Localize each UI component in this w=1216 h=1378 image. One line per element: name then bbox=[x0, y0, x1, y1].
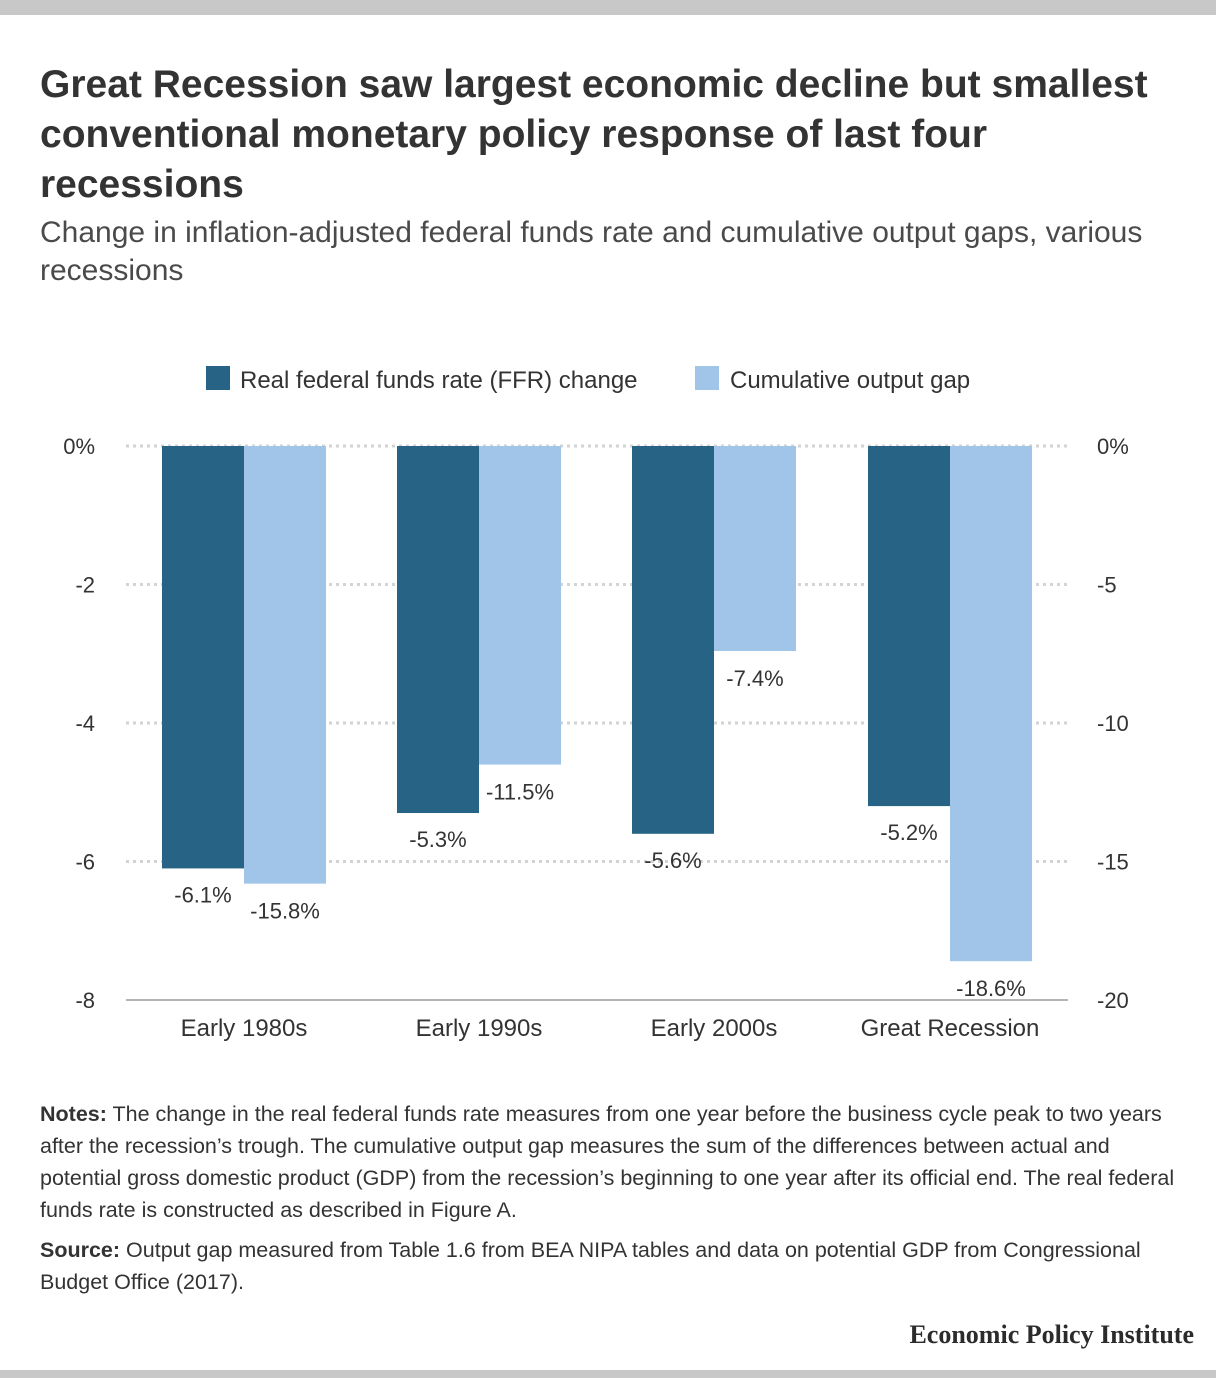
bar-ffr bbox=[397, 446, 479, 814]
category-label: Early 2000s bbox=[651, 1015, 778, 1042]
data-label-ffr: -6.1% bbox=[174, 882, 231, 907]
bar-ffr bbox=[868, 446, 950, 807]
source-text: Output gap measured from Table 1.6 from … bbox=[40, 1238, 1141, 1294]
category-label: Great Recession bbox=[861, 1015, 1040, 1042]
bar-output-gap bbox=[950, 446, 1032, 962]
legend-label-gap: Cumulative output gap bbox=[730, 367, 970, 394]
data-label-output-gap: -11.5% bbox=[486, 780, 554, 805]
left-tick-label: -4 bbox=[75, 711, 95, 736]
right-tick-label: -15 bbox=[1097, 850, 1129, 875]
data-label-output-gap: -7.4% bbox=[726, 666, 783, 691]
bars bbox=[162, 446, 1032, 962]
category-label: Early 1980s bbox=[181, 1015, 308, 1042]
chart-title: Great Recession saw largest economic dec… bbox=[40, 63, 1148, 206]
bar-ffr bbox=[162, 446, 244, 869]
left-tick-label: -8 bbox=[75, 988, 95, 1013]
chart-subtitle: Change in inflation-adjusted federal fun… bbox=[40, 216, 1143, 287]
right-tick-label: -10 bbox=[1097, 711, 1129, 736]
bar-chart: Real federal funds rate (FFR) change Cum… bbox=[63, 366, 1129, 1042]
left-tick-label: 0% bbox=[63, 434, 95, 459]
notes-text: The change in the real federal funds rat… bbox=[40, 1102, 1175, 1222]
legend-label-ffr: Real federal funds rate (FFR) change bbox=[240, 367, 638, 394]
notes-block: Notes: The change in the real federal fu… bbox=[40, 1098, 1190, 1306]
notes-paragraph: Notes: The change in the real federal fu… bbox=[40, 1098, 1190, 1226]
left-tick-label: -2 bbox=[75, 573, 95, 598]
bottom-rule bbox=[0, 1370, 1216, 1378]
legend: Real federal funds rate (FFR) change Cum… bbox=[206, 366, 970, 394]
right-tick-label: -20 bbox=[1097, 988, 1129, 1013]
top-rule bbox=[0, 0, 1216, 15]
right-tick-label: 0% bbox=[1097, 434, 1129, 459]
right-tick-label: -5 bbox=[1097, 573, 1117, 598]
notes-label: Notes: bbox=[40, 1102, 107, 1126]
data-label-ffr: -5.2% bbox=[880, 820, 937, 845]
data-label-output-gap: -18.6% bbox=[956, 976, 1026, 1001]
left-tick-label: -6 bbox=[75, 850, 95, 875]
source-paragraph: Source: Output gap measured from Table 1… bbox=[40, 1234, 1190, 1298]
bar-output-gap bbox=[714, 446, 796, 651]
data-labels: -6.1% -15.8% -5.3% -11.5% -5.6% -7.4% -5.2% -18… bbox=[174, 666, 1026, 1001]
data-label-output-gap: -15.8% bbox=[250, 899, 320, 924]
source-label: Source: bbox=[40, 1238, 121, 1262]
legend-swatch-ffr bbox=[206, 366, 230, 390]
legend-swatch-gap bbox=[695, 366, 719, 390]
category-label: Early 1990s bbox=[416, 1015, 543, 1042]
bar-ffr bbox=[632, 446, 714, 834]
bar-output-gap bbox=[244, 446, 326, 884]
bar-output-gap bbox=[479, 446, 561, 765]
data-label-ffr: -5.3% bbox=[409, 827, 466, 852]
brand-logo-text: Economic Policy Institute bbox=[909, 1320, 1194, 1349]
data-label-ffr: -5.6% bbox=[644, 848, 701, 873]
axes: 0% 0% -2 -5 -4 -10 -6 -15 -8 -20 Early 1980s Early … bbox=[63, 434, 1129, 1042]
